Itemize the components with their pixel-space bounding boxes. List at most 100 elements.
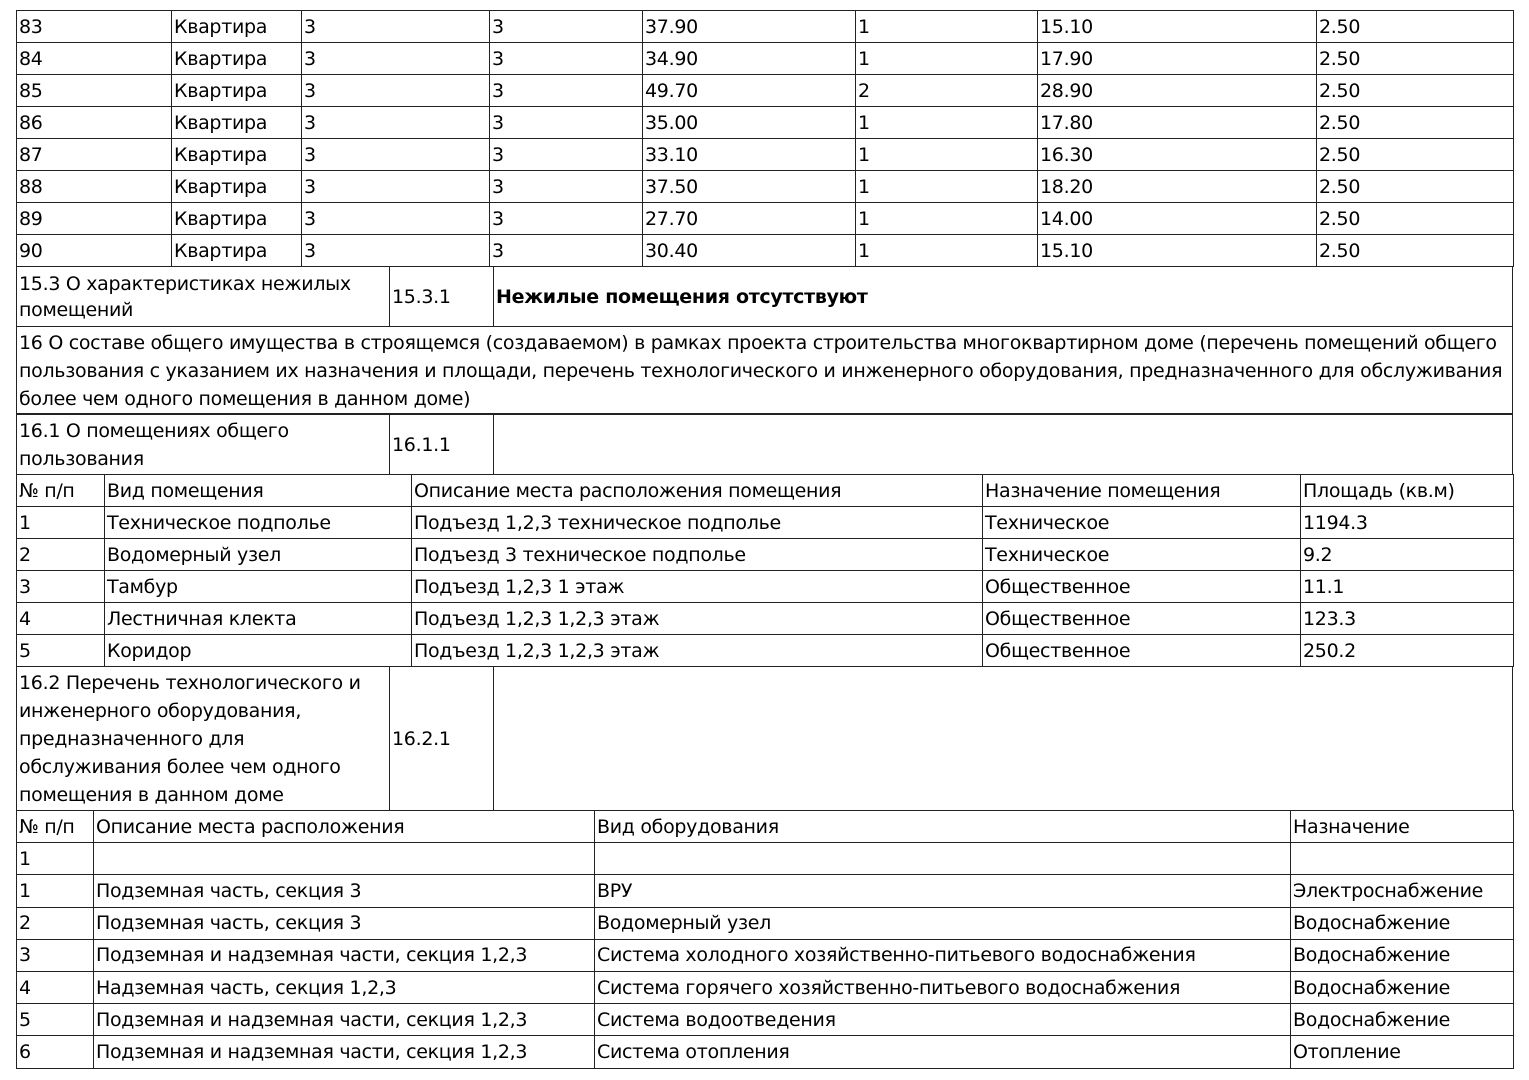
table-cell: 5 bbox=[16, 1003, 94, 1037]
table-cell: 15.10 bbox=[1037, 234, 1317, 267]
table-cell: 88 bbox=[16, 170, 172, 203]
table-row: 5 Коридор Подъезд 1,2,3 1,2,3 этаж Обществе… bbox=[16, 634, 1514, 667]
equipment-table: № п/п Описание места расположения Вид обор… bbox=[16, 809, 1514, 1069]
table-cell: 17.80 bbox=[1037, 106, 1317, 139]
table-cell: 28.90 bbox=[1037, 74, 1317, 107]
table-cell: 3 bbox=[489, 42, 643, 75]
table-cell: 3 bbox=[489, 106, 643, 139]
table-row: 3 Подземная и надземная части, секция 1,2… bbox=[16, 938, 1514, 972]
table-row: 86 Квартира 3 3 35.00 1 17.80 2.50 bbox=[16, 106, 1514, 139]
table-cell: 3 bbox=[301, 74, 490, 107]
table-cell: 3 bbox=[301, 138, 490, 171]
table-row: 87 Квартира 3 3 33.10 1 16.30 2.50 bbox=[16, 138, 1514, 171]
table-cell: 2.50 bbox=[1316, 202, 1514, 235]
column-header: Площадь (кв.м) bbox=[1300, 474, 1514, 507]
table-cell: 3 bbox=[489, 10, 643, 43]
table-cell: 89 bbox=[16, 202, 172, 235]
table-cell: 2 bbox=[855, 74, 1038, 107]
table-row: 1 Подземная часть, секция 3 ВРУ Электроснаб… bbox=[16, 874, 1514, 908]
table-cell: 3 bbox=[301, 170, 490, 203]
table-cell: 1 bbox=[16, 506, 105, 539]
table-cell: 5 bbox=[16, 634, 105, 667]
table-cell: Тамбур bbox=[104, 570, 412, 603]
table-cell: 37.90 bbox=[642, 10, 856, 43]
table-cell: 3 bbox=[489, 170, 643, 203]
section-label: 16.1 О помещениях общего пользования bbox=[16, 414, 390, 475]
section-label: 15.3 О характеристиках нежилых помещений bbox=[16, 266, 390, 327]
table-cell: 2.50 bbox=[1316, 170, 1514, 203]
table-row: 89 Квартира 3 3 27.70 1 14.00 2.50 bbox=[16, 202, 1514, 235]
table-cell: Подземная часть, секция 3 bbox=[93, 906, 595, 940]
table-cell: ВРУ bbox=[594, 874, 1291, 908]
table-cell: 4 bbox=[16, 970, 94, 1005]
section-value bbox=[493, 666, 1513, 811]
table-cell: 1 bbox=[855, 10, 1038, 43]
table-cell: Квартира bbox=[171, 202, 302, 235]
table-cell: Подземная и надземная части, секция 1,2,… bbox=[93, 938, 595, 972]
table-cell: 123.3 bbox=[1300, 602, 1514, 635]
table-cell: 1 bbox=[855, 234, 1038, 267]
table-row: 2 Подземная часть, секция 3 Водомерный узе… bbox=[16, 906, 1514, 940]
table-cell: Водомерный узел bbox=[594, 906, 1291, 940]
table-cell: Квартира bbox=[171, 106, 302, 139]
table-cell: 35.00 bbox=[642, 106, 856, 139]
table-cell: 6 bbox=[16, 1035, 94, 1069]
column-header: Назначение помещения bbox=[982, 474, 1301, 507]
header-row: № п/п Вид помещения Описание места располо… bbox=[16, 474, 1514, 507]
table-cell: 34.90 bbox=[642, 42, 856, 75]
column-header: Описание места расположения помещения bbox=[411, 474, 983, 507]
table-cell: Квартира bbox=[171, 234, 302, 267]
table-cell: Водоснабжение bbox=[1290, 1003, 1514, 1037]
section-16-text: 16 О составе общего имущества в строящем… bbox=[16, 326, 1513, 414]
table-cell: Подъезд 1,2,3 1,2,3 этаж bbox=[411, 634, 983, 667]
table-cell: 3 bbox=[16, 570, 105, 603]
apartments-table: 83 Квартира 3 3 37.90 1 15.10 2.50 84 Квартира 3 3 3… bbox=[16, 10, 1514, 267]
table-cell: Техническое bbox=[982, 538, 1301, 571]
section-code: 15.3.1 bbox=[389, 266, 494, 327]
table-cell: 2.50 bbox=[1316, 138, 1514, 171]
table-cell: 18.20 bbox=[1037, 170, 1317, 203]
table-cell: Квартира bbox=[171, 74, 302, 107]
table-cell: 1 bbox=[855, 170, 1038, 203]
table-row: 4 Надземная часть, секция 1,2,3 Система го… bbox=[16, 970, 1514, 1005]
table-cell: 17.90 bbox=[1037, 42, 1317, 75]
table-cell: 3 bbox=[301, 42, 490, 75]
table-cell: 1 bbox=[855, 138, 1038, 171]
column-header: Назначение bbox=[1290, 809, 1514, 844]
table-row: 90 Квартира 3 3 30.40 1 15.10 2.50 bbox=[16, 234, 1514, 267]
table-cell: Система отопления bbox=[594, 1035, 1291, 1069]
table-cell: Общественное bbox=[982, 602, 1301, 635]
table-cell: Система водоотведения bbox=[594, 1003, 1291, 1037]
rooms-table: № п/п Вид помещения Описание места располо… bbox=[16, 474, 1514, 667]
table-row: 2 Водомерный узел Подъезд 3 техническое по… bbox=[16, 538, 1514, 571]
table-cell: Техническое bbox=[982, 506, 1301, 539]
table-cell: Подземная и надземная части, секция 1,2,… bbox=[93, 1035, 595, 1069]
table-cell: Отопление bbox=[1290, 1035, 1514, 1069]
section-label: 16.2 Перечень технологического и инженер… bbox=[16, 666, 390, 811]
column-header: № п/п bbox=[16, 474, 105, 507]
table-cell: 2.50 bbox=[1316, 42, 1514, 75]
header-row: № п/п Описание места расположения Вид обор… bbox=[16, 809, 1514, 844]
table-cell: 3 bbox=[301, 106, 490, 139]
section-16-1: 16.1 О помещениях общего пользования 16.… bbox=[16, 414, 1513, 475]
table-cell: 1 bbox=[855, 42, 1038, 75]
table-cell: 3 bbox=[489, 202, 643, 235]
column-header: Вид оборудования bbox=[594, 809, 1291, 844]
table-cell: 14.00 bbox=[1037, 202, 1317, 235]
table-cell: Квартира bbox=[171, 170, 302, 203]
table-row: 88 Квартира 3 3 37.50 1 18.20 2.50 bbox=[16, 170, 1514, 203]
table-row: 3 Тамбур Подъезд 1,2,3 1 этаж Общественное 1… bbox=[16, 570, 1514, 603]
table-cell: 27.70 bbox=[642, 202, 856, 235]
table-cell: 9.2 bbox=[1300, 538, 1514, 571]
table-cell: 33.10 bbox=[642, 138, 856, 171]
column-header: Описание места расположения bbox=[93, 809, 595, 844]
section-code: 16.2.1 bbox=[389, 666, 494, 811]
table-cell: 3 bbox=[301, 10, 490, 43]
table-cell: Электроснабжение bbox=[1290, 874, 1514, 908]
table-row: 5 Подземная и надземная части, секция 1,2… bbox=[16, 1003, 1514, 1037]
table-cell: Система холодного хозяйственно-питьевого… bbox=[594, 938, 1291, 972]
table-row: 83 Квартира 3 3 37.90 1 15.10 2.50 bbox=[16, 10, 1514, 43]
table-cell: 90 bbox=[16, 234, 172, 267]
table-cell: 15.10 bbox=[1037, 10, 1317, 43]
table-cell: Квартира bbox=[171, 10, 302, 43]
